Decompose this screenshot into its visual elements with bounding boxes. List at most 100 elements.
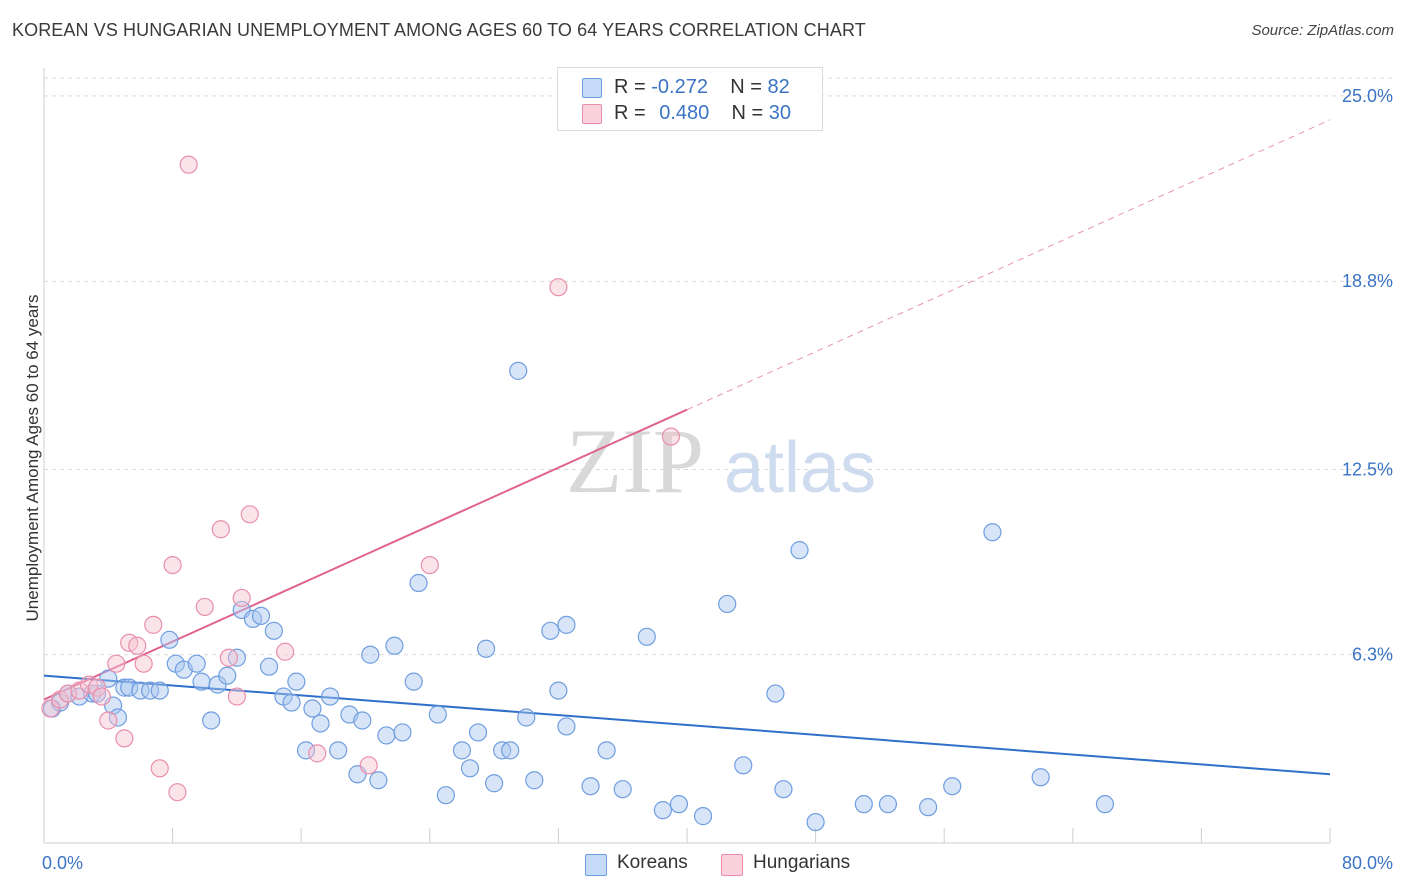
hungarian-point bbox=[211, 520, 230, 539]
hungarian-points bbox=[41, 155, 681, 802]
watermark: ZIP atlas bbox=[566, 410, 876, 512]
hungarian-point bbox=[59, 684, 78, 703]
hungarian-point bbox=[308, 744, 327, 763]
korean-point bbox=[557, 615, 576, 634]
korean-point bbox=[774, 780, 793, 799]
korean-point bbox=[854, 795, 873, 814]
y-tick-label: 25.0% bbox=[1342, 86, 1393, 106]
hungarian-point bbox=[179, 155, 198, 174]
hungarian-point bbox=[134, 654, 153, 673]
hungarians-legend-label: Hungarians bbox=[753, 852, 851, 873]
korean-point bbox=[549, 681, 568, 700]
x-tick-label: 0.0% bbox=[42, 853, 83, 873]
korean-point bbox=[766, 684, 785, 703]
hungarian-point bbox=[150, 759, 169, 778]
korean-point bbox=[264, 621, 283, 640]
korean-point bbox=[140, 681, 160, 700]
korean-point bbox=[613, 780, 632, 799]
korean-point bbox=[878, 795, 898, 814]
stats-legend: R = -0.272 N = 82 R = 0.480 N = 30 bbox=[557, 67, 823, 131]
korean-point bbox=[525, 771, 544, 790]
koreans-n-value: 82 bbox=[767, 76, 790, 98]
korean-point bbox=[303, 699, 322, 718]
hungarian-point bbox=[70, 681, 89, 700]
korean-point bbox=[120, 678, 139, 697]
korean-point bbox=[509, 361, 528, 380]
tick-labels: 6.3% 12.5% 18.8% 25.0% 0.0% 80.0% bbox=[42, 86, 1393, 873]
hungarian-point bbox=[276, 642, 295, 661]
korean-point bbox=[983, 523, 1002, 542]
hungarian-point bbox=[99, 711, 118, 730]
korean-point bbox=[517, 708, 536, 727]
koreans-r-value: -0.272 bbox=[651, 76, 708, 98]
korean-point bbox=[452, 741, 472, 760]
korean-point bbox=[192, 672, 211, 691]
korean-point bbox=[460, 759, 480, 778]
hungarians-trend-line bbox=[43, 408, 688, 701]
korean-point bbox=[131, 681, 150, 700]
y-tick-label: 12.5% bbox=[1342, 459, 1393, 479]
hungarian-point bbox=[128, 636, 147, 655]
korean-point bbox=[361, 645, 380, 664]
chart-title: KOREAN VS HUNGARIAN UNEMPLOYMENT AMONG A… bbox=[12, 20, 866, 40]
korean-point bbox=[501, 741, 520, 760]
watermark-atlas: atlas bbox=[724, 428, 876, 508]
korean-point bbox=[718, 594, 737, 614]
korean-point bbox=[476, 639, 496, 658]
korean-point bbox=[1031, 768, 1050, 787]
hungarians-swatch bbox=[582, 104, 602, 124]
korean-point bbox=[436, 786, 455, 805]
korean-point bbox=[321, 687, 340, 706]
korean-point bbox=[385, 636, 404, 655]
korean-point bbox=[597, 741, 616, 760]
korean-point bbox=[428, 705, 447, 724]
korean-point bbox=[404, 672, 423, 691]
hungarians-r-value: 0.480 bbox=[659, 102, 710, 124]
korean-point bbox=[160, 630, 179, 649]
korean-point bbox=[329, 741, 348, 760]
korean-point bbox=[653, 801, 672, 820]
korean-point bbox=[282, 693, 301, 712]
koreans-swatch bbox=[582, 78, 602, 98]
hungarian-point bbox=[549, 278, 568, 297]
korean-point bbox=[943, 777, 962, 796]
korean-point bbox=[202, 711, 221, 730]
hungarians-trend-extension bbox=[686, 119, 1331, 411]
korean-point bbox=[557, 717, 576, 736]
korean-point bbox=[393, 723, 412, 742]
hungarian-point bbox=[144, 615, 163, 634]
korean-point bbox=[581, 777, 600, 796]
korean-point bbox=[187, 654, 206, 673]
korean-point bbox=[369, 771, 388, 790]
hungarian-point bbox=[661, 427, 681, 446]
hungarian-point bbox=[92, 687, 111, 706]
korean-point bbox=[734, 756, 753, 775]
korean-point bbox=[693, 807, 713, 826]
hungarian-point bbox=[227, 687, 246, 706]
korean-point bbox=[790, 541, 809, 560]
korean-point bbox=[637, 627, 656, 646]
korean-point bbox=[806, 812, 825, 832]
korean-point bbox=[251, 606, 271, 625]
hungarian-point bbox=[107, 654, 126, 673]
korean-point bbox=[218, 666, 237, 685]
korean-point bbox=[1095, 795, 1115, 814]
korean-point bbox=[311, 714, 330, 733]
hungarian-point bbox=[163, 555, 182, 575]
korean-point bbox=[485, 774, 504, 793]
grid-lines bbox=[44, 77, 1392, 656]
korean-point bbox=[377, 726, 396, 745]
hungarian-point bbox=[87, 678, 107, 697]
hungarians-n-label: N = bbox=[731, 102, 764, 124]
hungarian-point bbox=[232, 588, 251, 608]
x-tick-label: 80.0% bbox=[1342, 853, 1393, 873]
hungarians-n-value: 30 bbox=[768, 102, 792, 124]
source-label: Source: ZipAtlas.com bbox=[1251, 22, 1394, 39]
korean-point bbox=[541, 621, 560, 640]
korean-point bbox=[259, 657, 279, 676]
hungarian-point bbox=[420, 555, 439, 575]
korean-point bbox=[409, 573, 428, 593]
koreans-trend-line bbox=[43, 674, 1331, 776]
y-axis-label: Unemployment Among Ages 60 to 64 years bbox=[23, 295, 42, 622]
